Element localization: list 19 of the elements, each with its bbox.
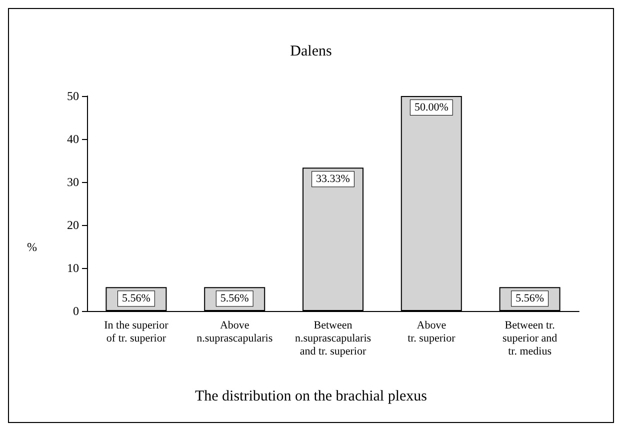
data-label: 50.00%: [414, 102, 448, 114]
x-tick-label: Between tr. superior and tr. medius: [502, 320, 558, 358]
y-tick-label: 50: [67, 89, 79, 103]
x-tick-label: In the superior of tr. superior: [104, 320, 169, 344]
y-tick-label: 20: [67, 218, 79, 232]
x-axis-title: The distribution on the brachial plexus: [194, 388, 428, 404]
data-label: 5.56%: [122, 292, 150, 305]
y-axis-title: %: [27, 240, 37, 254]
y-tick-label: 0: [73, 304, 79, 318]
x-tick-label: Above tr. superior: [408, 320, 456, 344]
data-label: 5.56%: [516, 292, 544, 305]
y-tick-label: 30: [67, 175, 79, 189]
x-tick-label: Above n.suprascapularis: [196, 320, 273, 344]
y-tick-label: 10: [67, 261, 79, 275]
y-tick-label: 40: [67, 132, 79, 146]
x-tick-label: Between n.suprascapularis and tr. superior: [294, 320, 372, 358]
chart-title: Dalens: [290, 44, 332, 60]
data-label: 33.33%: [316, 173, 350, 186]
data-label: 5.56%: [220, 292, 249, 305]
